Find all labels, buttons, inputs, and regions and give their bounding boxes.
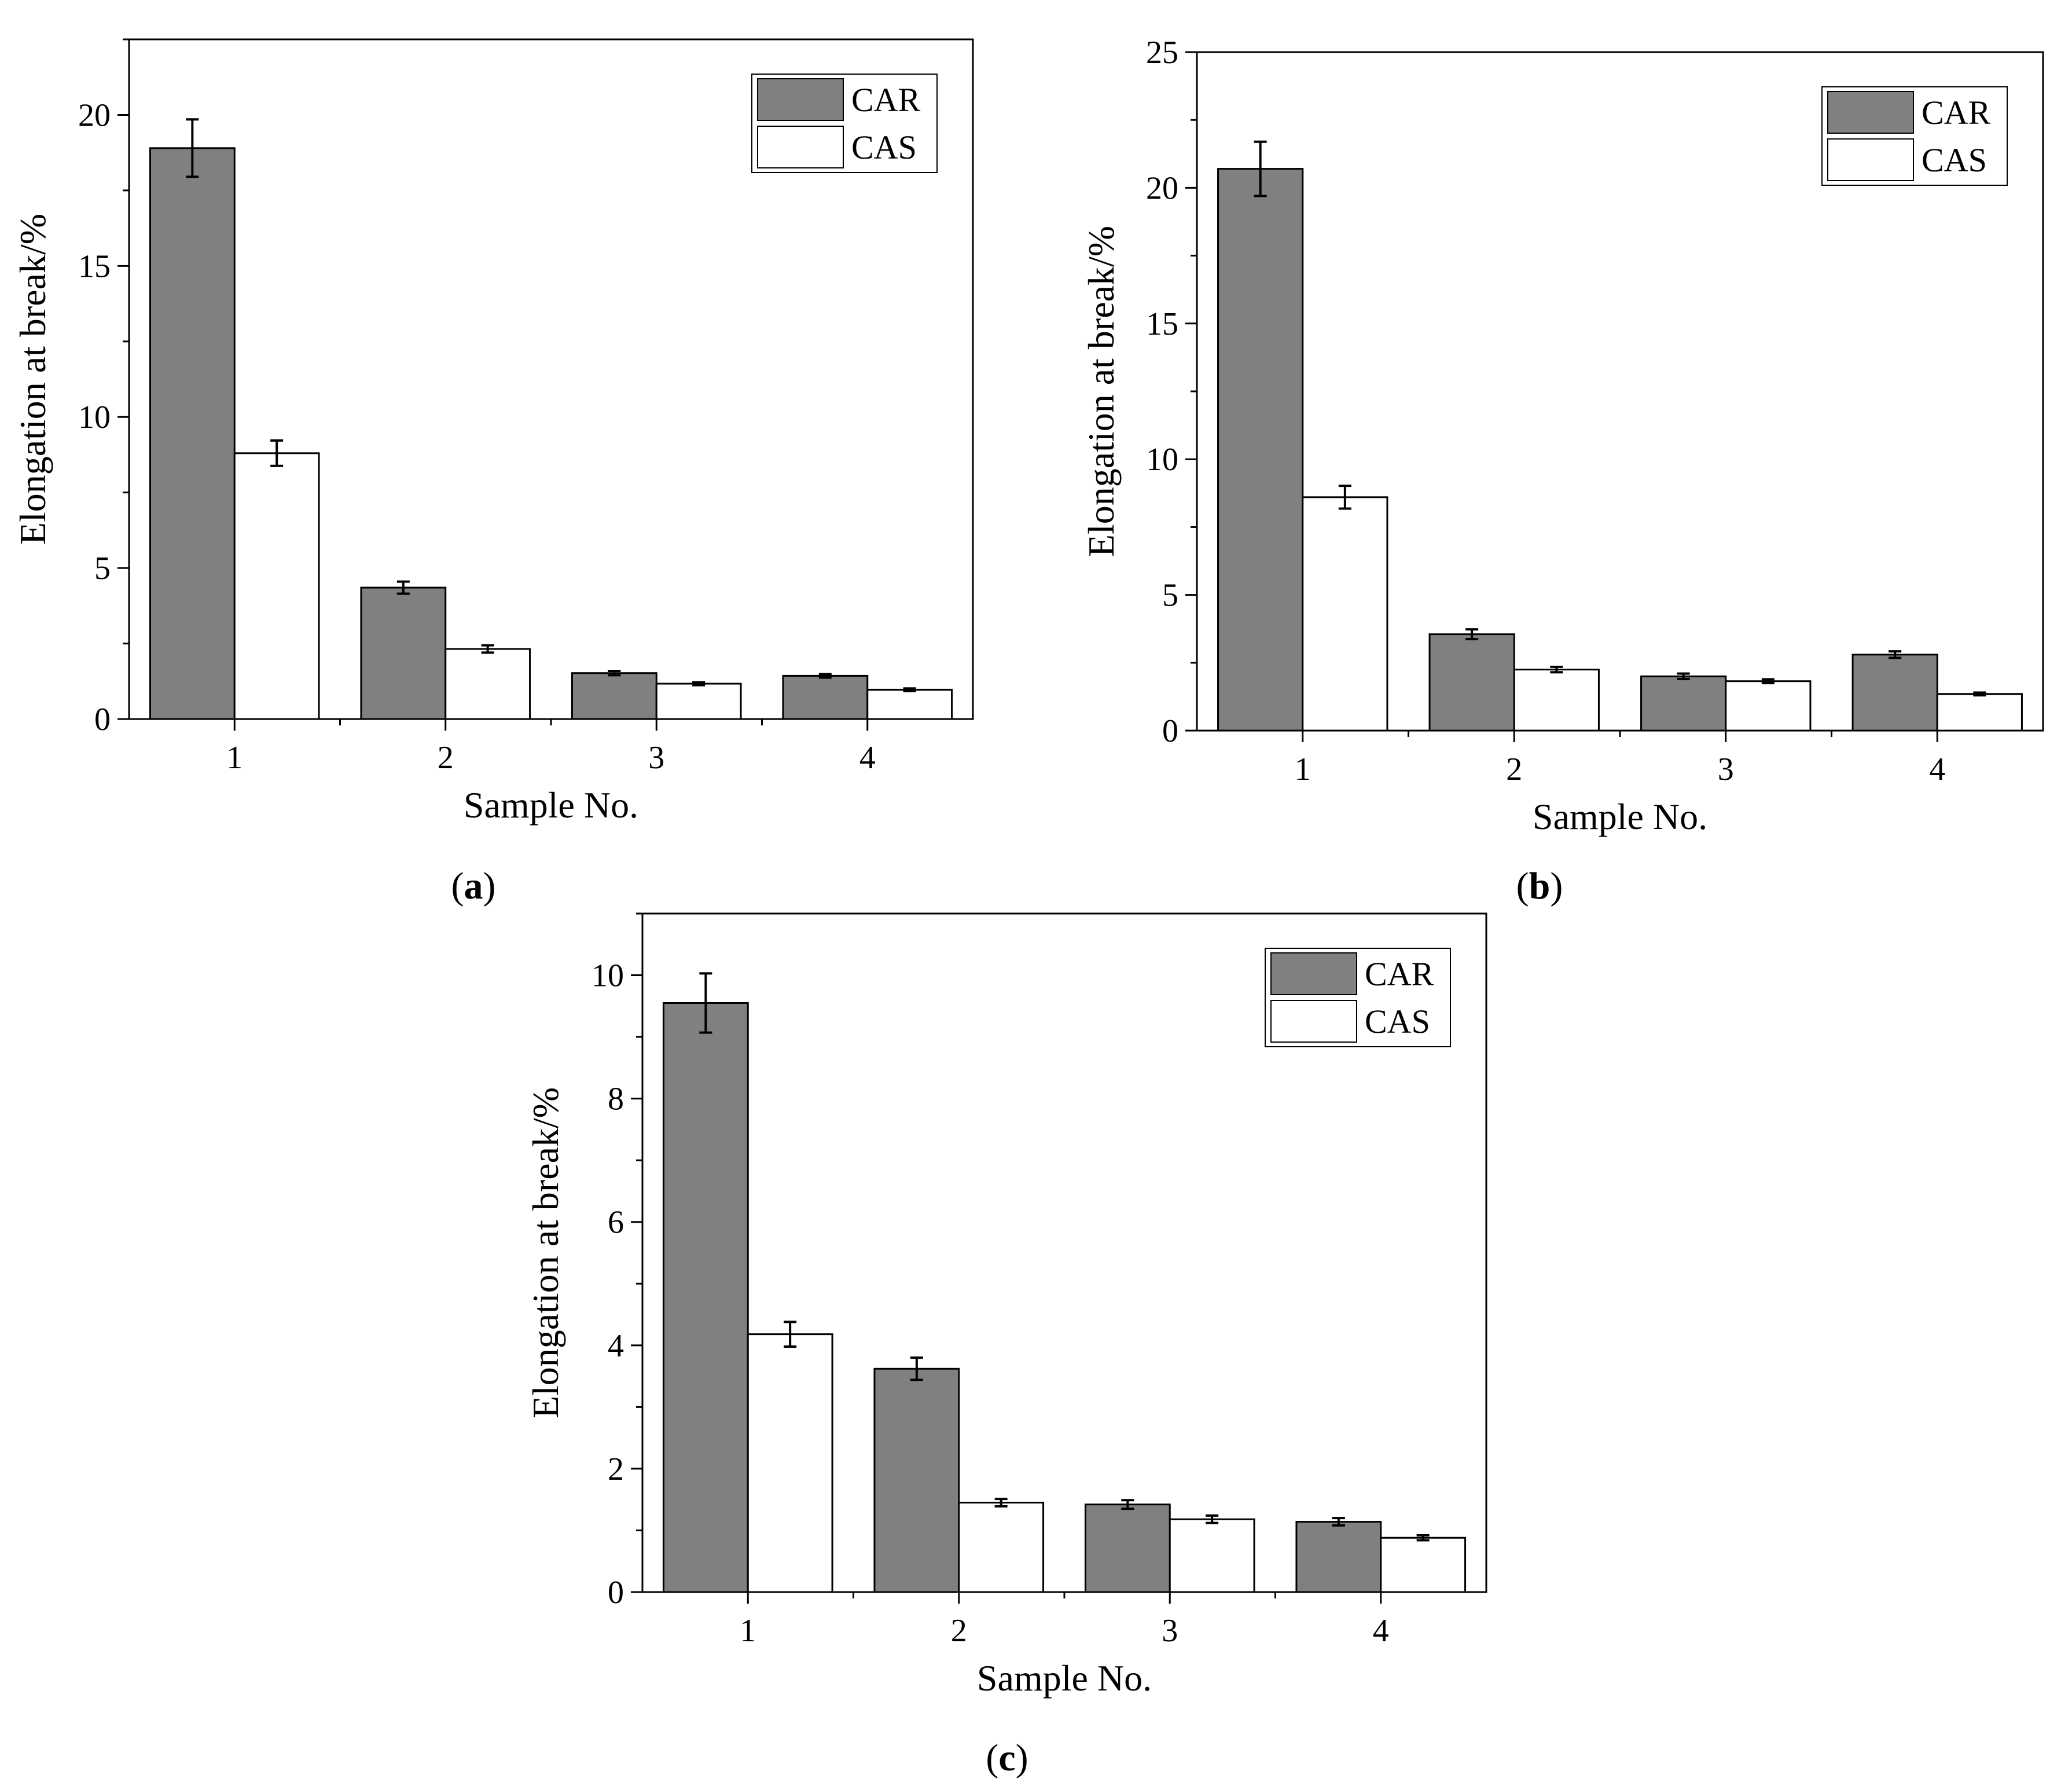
- y-tick-label: 10: [78, 399, 111, 435]
- y-tick-label: 20: [1146, 170, 1178, 206]
- bar-car-4: [1851, 654, 1938, 732]
- x-tick-label: 3: [648, 740, 664, 776]
- bar-car-4: [782, 674, 869, 720]
- y-tick-label: 25: [1146, 35, 1178, 71]
- bar-car-4: [1295, 1521, 1382, 1593]
- x-axis-title: Sample No.: [977, 1657, 1152, 1699]
- y-tick-label: 2: [608, 1451, 624, 1487]
- legend-swatch-cas: [757, 126, 844, 168]
- x-tick-label: 1: [740, 1613, 756, 1649]
- x-tick-label: 4: [1373, 1613, 1389, 1649]
- legend-swatch-cas: [1270, 1000, 1357, 1043]
- legend-label-car: CAR: [1922, 94, 1991, 131]
- x-tick-label: 2: [438, 740, 454, 776]
- y-tick-label: 5: [94, 551, 111, 586]
- x-tick-label: 2: [1506, 751, 1522, 787]
- y-tick-label: 8: [608, 1081, 624, 1117]
- bar-car-3: [1640, 675, 1727, 732]
- panel-caption: (b): [1516, 865, 1563, 907]
- bar-cas-1: [233, 452, 320, 720]
- y-tick-label: 6: [608, 1205, 624, 1241]
- x-tick-label: 3: [1718, 751, 1734, 787]
- y-tick-label: 20: [78, 97, 111, 133]
- bar-car-1: [1217, 168, 1304, 732]
- y-axis-title: Elongation at break/%: [1081, 226, 1122, 557]
- y-tick-label: 10: [592, 958, 624, 994]
- y-tick-label: 15: [78, 248, 111, 284]
- bar-car-2: [360, 586, 447, 720]
- bar-cas-1: [747, 1333, 833, 1593]
- legend-swatch-car: [757, 78, 844, 121]
- y-axis-title: Elongation at break/%: [525, 1087, 566, 1418]
- y-tick-label: 0: [1162, 713, 1178, 749]
- y-tick-label: 0: [608, 1575, 624, 1611]
- x-tick-label: 1: [226, 740, 243, 776]
- bar-cas-1: [1302, 496, 1388, 732]
- y-tick-label: 5: [1162, 578, 1178, 614]
- y-tick-label: 10: [1146, 442, 1178, 478]
- legend-swatch-car: [1270, 952, 1357, 995]
- legend-swatch-car: [1827, 91, 1914, 134]
- bar-car-3: [571, 672, 657, 720]
- legend-label-car: CAR: [1365, 955, 1434, 993]
- bar-cas-3: [1169, 1518, 1255, 1593]
- chart-panel-a: 0 5 10 15 20 1 2 3 4 CAR CAS Sample No. Elongation a…: [12, 38, 974, 907]
- bar-cas-2: [958, 1502, 1045, 1593]
- x-axis-title: Sample No.: [464, 784, 638, 826]
- bar-car-2: [1428, 633, 1515, 732]
- legend-label-cas: CAS: [851, 129, 917, 166]
- bar-cas-2: [1513, 669, 1600, 732]
- y-tick-label: 0: [94, 702, 111, 738]
- bar-car-2: [873, 1367, 960, 1593]
- bar-cas-4: [1380, 1536, 1467, 1593]
- bar-cas-3: [655, 683, 742, 720]
- x-tick-label: 1: [1295, 751, 1311, 787]
- legend-label-car: CAR: [851, 81, 921, 119]
- legend: CAR CAS: [751, 74, 938, 173]
- x-tick-label: 4: [1929, 751, 1945, 787]
- x-tick-label: 4: [859, 740, 876, 776]
- bar-cas-3: [1725, 680, 1812, 732]
- x-tick-label: 3: [1162, 1613, 1178, 1649]
- legend-label-cas: CAS: [1922, 141, 1987, 179]
- legend-swatch-cas: [1827, 138, 1914, 181]
- panel-caption: (c): [986, 1737, 1028, 1779]
- bar-car-1: [149, 147, 236, 720]
- bar-cas-2: [444, 648, 531, 720]
- legend: CAR CAS: [1821, 86, 2008, 186]
- bar-car-3: [1084, 1503, 1171, 1593]
- y-tick-label: 4: [608, 1328, 624, 1364]
- y-tick-label: 15: [1146, 306, 1178, 342]
- y-axis-title: Elongation at break/%: [12, 214, 53, 545]
- x-axis-title: Sample No.: [1533, 796, 1707, 837]
- chart-panel-b: 0 5 10 15 20 25 1 2 3 4 CAR CAS Sample No. Elongation…: [1081, 35, 2044, 907]
- bar-cas-4: [1936, 693, 2023, 732]
- x-tick-label: 2: [951, 1613, 967, 1649]
- legend-label-cas: CAS: [1365, 1003, 1430, 1040]
- bar-cas-4: [866, 688, 953, 720]
- bar-car-1: [662, 1002, 749, 1593]
- legend: CAR CAS: [1265, 948, 1451, 1047]
- panel-caption: (a): [451, 865, 496, 907]
